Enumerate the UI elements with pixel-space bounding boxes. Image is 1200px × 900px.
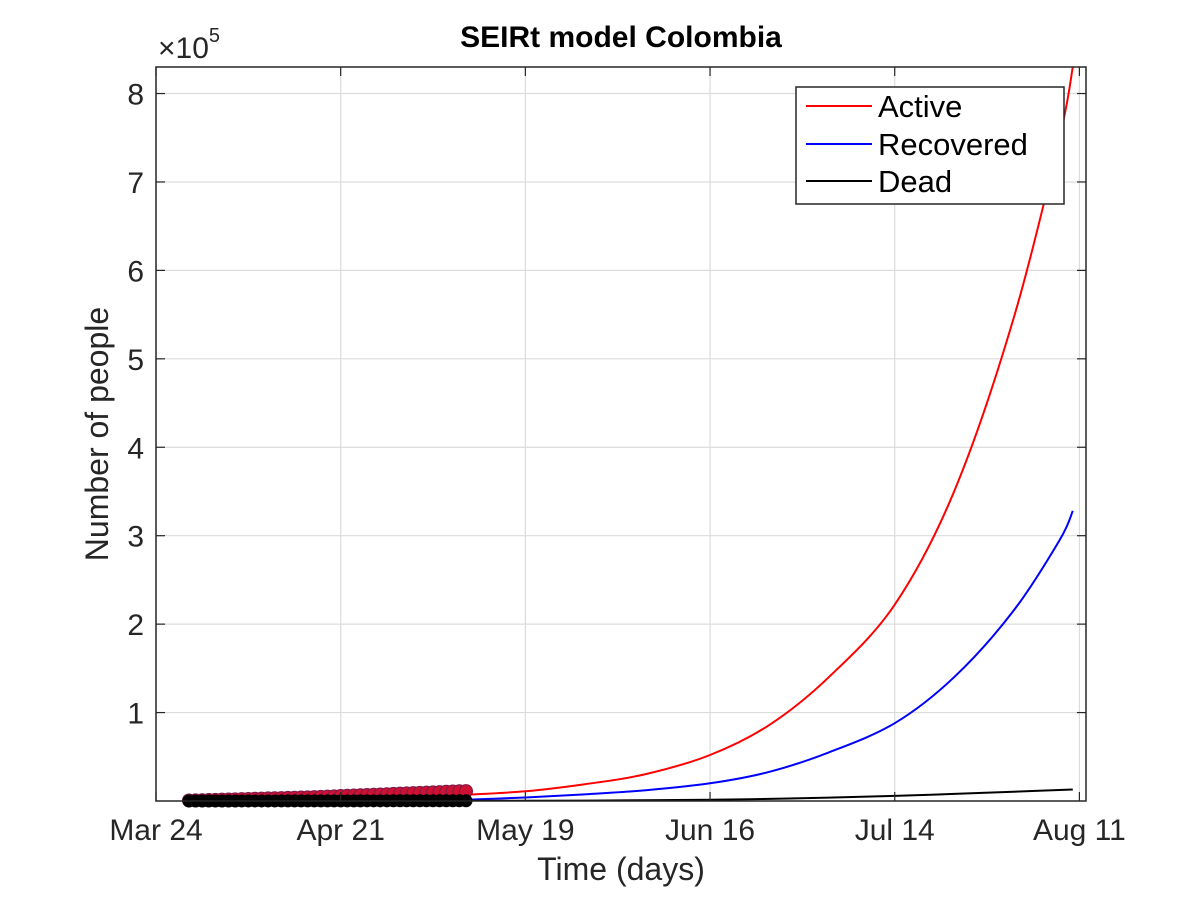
x-tick-label: May 19: [476, 814, 574, 847]
axes-box: [155, 66, 1087, 802]
y-tick-label: 7: [127, 167, 144, 200]
y-tick-label: 4: [127, 432, 144, 465]
y-exponent-power: 5: [209, 25, 220, 47]
legend-label-recovered: Recovered: [878, 127, 1028, 162]
chart-title: SEIRt model Colombia: [460, 21, 782, 54]
legend-label-active: Active: [878, 89, 962, 124]
x-tick-labels: Mar 24 Apr 21 May 19 Jun 16 Jul 14 Aug 11: [109, 814, 1126, 847]
legend: Active Recovered Dead: [795, 86, 1065, 205]
x-tick-label: Apr 21: [296, 814, 384, 847]
x-axis-label: Time (days): [537, 851, 705, 887]
x-tick-label: Jun 16: [665, 814, 755, 847]
y-tick-label: 5: [127, 344, 144, 377]
legend-label-dead: Dead: [878, 164, 952, 199]
y-tick-label: 8: [127, 79, 144, 112]
y-tick-labels: 1 2 3 4 5 6 7 8: [127, 79, 144, 731]
y-tick-label: 2: [127, 609, 144, 642]
y-axis-label: Number of people: [79, 307, 115, 561]
series-line-recovered: [465, 510, 1074, 801]
series-line-active: [465, 67, 1074, 796]
x-tick-label: Jul 14: [855, 814, 935, 847]
x-tick-label: Aug 11: [1033, 814, 1126, 847]
y-tick-label: 6: [127, 255, 144, 288]
y-exponent-label: ×105: [158, 25, 220, 65]
axis-ticks: [155, 67, 1086, 801]
y-tick-label: 1: [127, 698, 144, 731]
y-tick-label: 3: [127, 521, 144, 554]
x-tick-label: Mar 24: [109, 814, 202, 847]
